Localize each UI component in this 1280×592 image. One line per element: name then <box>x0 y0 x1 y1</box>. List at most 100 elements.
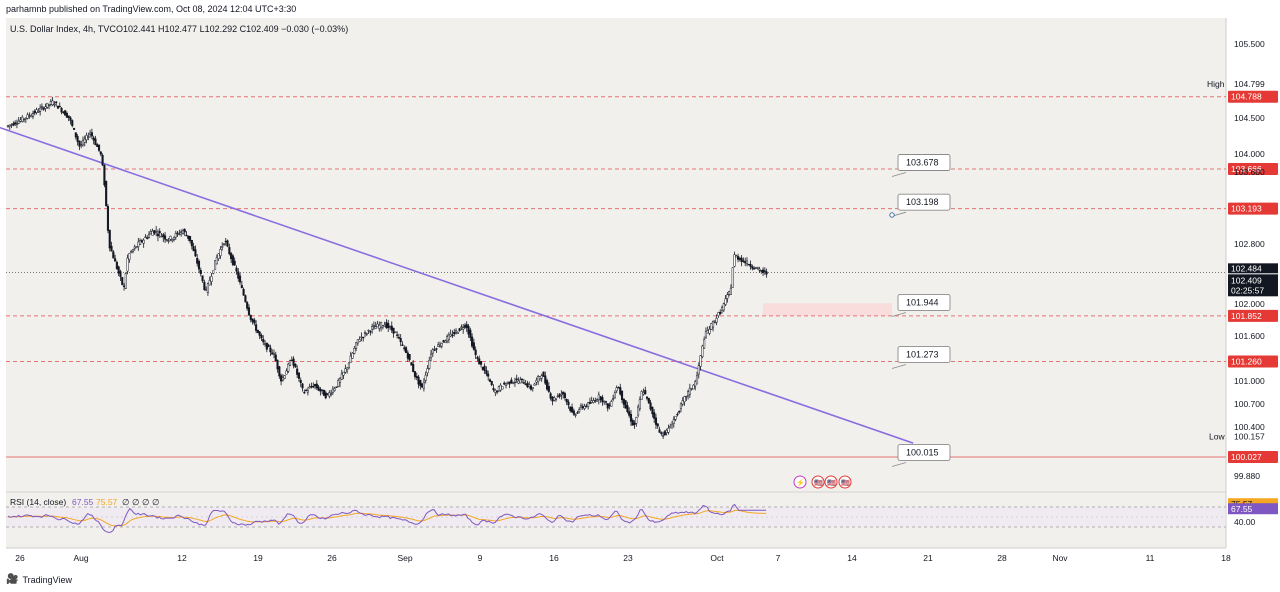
candle-body <box>487 373 490 377</box>
level-label-bg-4 <box>1228 355 1278 368</box>
candle-body <box>128 253 131 260</box>
candle-body <box>10 124 13 126</box>
candle-body <box>158 231 161 234</box>
callout-connector-0 <box>891 172 907 177</box>
candle-body <box>590 400 593 403</box>
candle-body <box>401 344 404 346</box>
candle-body <box>708 328 711 334</box>
candle-body <box>281 377 284 381</box>
candle-body <box>412 364 415 372</box>
candle-body <box>283 375 286 379</box>
level-label-bg-2 <box>1228 202 1278 215</box>
candle-body <box>228 247 231 255</box>
candle-body <box>663 431 666 436</box>
candle-body <box>199 269 202 275</box>
candle-body <box>42 107 45 110</box>
candle-body <box>340 373 343 380</box>
candle-body <box>438 345 442 347</box>
callout-label-0: 103.678 <box>906 157 939 167</box>
candle-body <box>683 396 686 403</box>
candle-body <box>115 261 118 270</box>
candle-body <box>114 258 117 262</box>
candle-body <box>429 353 433 359</box>
candle-body <box>435 348 438 350</box>
candle-body <box>694 381 697 387</box>
candle-body <box>58 105 61 108</box>
callout-label-3: 101.273 <box>906 350 939 360</box>
x-tick-label-6: 9 <box>478 553 483 563</box>
candle-body <box>80 144 83 146</box>
candle-body <box>210 276 213 282</box>
candle-body <box>631 420 634 426</box>
candle-body <box>703 339 706 349</box>
candle-body <box>651 406 654 415</box>
callout-label-2: 101.944 <box>906 297 939 307</box>
candle-body <box>546 380 549 390</box>
candle-body <box>638 399 641 409</box>
current-price-bg <box>1228 274 1278 297</box>
candle-body <box>337 380 340 387</box>
candle-body <box>12 123 15 126</box>
candle-body <box>720 307 724 311</box>
candle-body <box>205 288 208 291</box>
candle-body <box>538 376 541 380</box>
candle-body <box>717 312 720 316</box>
candle-body <box>392 327 395 334</box>
candle-body <box>576 412 579 414</box>
event-icon-glyph-3: 🇺🇸 <box>841 479 850 487</box>
candle-body <box>244 295 247 303</box>
candle-body <box>572 410 575 415</box>
candle-body <box>167 240 170 242</box>
candle-body <box>592 400 595 403</box>
candle-body <box>362 336 365 339</box>
candle-body <box>615 387 618 392</box>
candle-body <box>529 385 533 390</box>
candle-body <box>463 325 467 328</box>
candle-body <box>171 239 174 242</box>
candle-body <box>724 298 727 305</box>
candle-body <box>729 287 732 295</box>
level-label-3: 101.852 <box>1231 311 1262 321</box>
candle-body <box>610 401 613 407</box>
candle-body <box>224 240 227 243</box>
candle-body <box>142 239 145 244</box>
y-tick-label-3: 103.600 <box>1234 167 1265 177</box>
candle-body <box>108 229 111 249</box>
callout-connector-4 <box>891 462 907 467</box>
candle-body <box>606 403 609 409</box>
candle-body <box>28 115 31 117</box>
candle-body <box>560 393 563 396</box>
candle-body <box>239 275 242 283</box>
candle-body <box>515 378 518 381</box>
candle-body <box>262 339 265 343</box>
candle-body <box>765 271 768 275</box>
candle-body <box>378 324 381 329</box>
candle-body <box>21 116 24 122</box>
candle-body <box>35 109 38 113</box>
candle-body <box>485 370 488 375</box>
candle-body <box>644 389 647 395</box>
candle-body <box>471 336 474 347</box>
candle-body <box>478 358 481 365</box>
candle-body <box>569 406 572 411</box>
candle-body <box>633 422 636 425</box>
candle-body <box>551 396 554 402</box>
x-tick-label-7: 16 <box>549 553 559 563</box>
candle-body <box>56 105 60 109</box>
callout-box-2 <box>897 294 951 311</box>
candle-body <box>265 342 268 350</box>
candle-body <box>388 326 392 328</box>
candle-body <box>263 343 267 345</box>
candle-body <box>444 340 447 344</box>
candle-body <box>155 231 158 233</box>
x-tick-label-15: 11 <box>1146 553 1155 563</box>
candle-body <box>251 318 254 322</box>
candle-body <box>547 386 550 392</box>
high-value: 104.799 <box>1234 79 1265 89</box>
candle-body <box>556 395 559 398</box>
candle-body <box>578 409 581 413</box>
candle-body <box>458 328 461 331</box>
x-tick-label-13: 28 <box>997 553 1007 563</box>
candle-body <box>635 417 638 424</box>
